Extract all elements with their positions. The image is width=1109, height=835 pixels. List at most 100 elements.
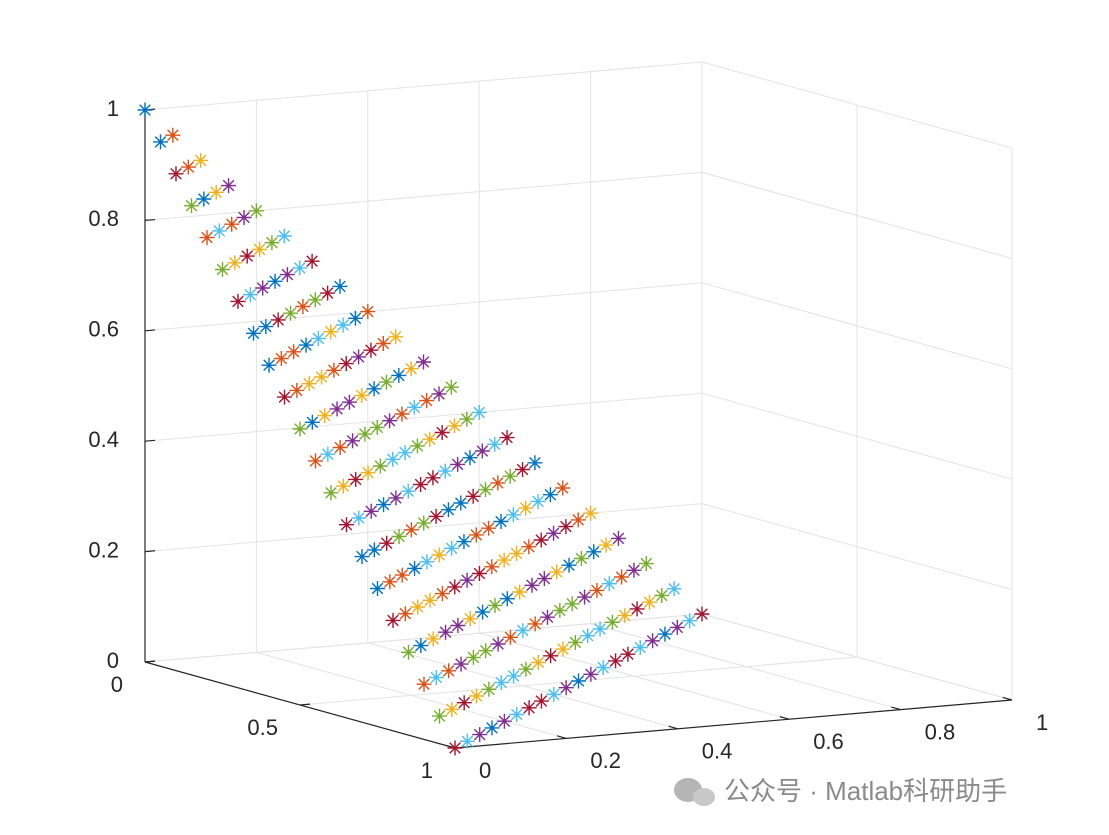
point	[369, 419, 385, 435]
grid-line	[701, 61, 1013, 149]
point	[308, 453, 323, 469]
point	[481, 520, 497, 536]
point	[540, 609, 555, 625]
point	[447, 579, 463, 595]
point	[654, 588, 670, 603]
point	[279, 267, 295, 283]
point	[490, 475, 506, 491]
point	[472, 727, 488, 743]
point	[351, 510, 367, 526]
point	[432, 708, 447, 724]
axes: 0 0.2 0.4 0.6 0.8 1 0 0.5 1 0 0.2 0.4 0.6 0.8 1	[88, 96, 1048, 783]
point	[558, 519, 574, 535]
point	[425, 631, 441, 647]
point	[469, 688, 485, 704]
point	[180, 159, 196, 175]
point	[577, 589, 593, 605]
point	[397, 606, 413, 622]
point	[589, 582, 605, 598]
point	[413, 638, 429, 654]
point	[608, 653, 624, 669]
point	[459, 733, 475, 749]
point	[375, 336, 391, 351]
point	[403, 361, 419, 377]
grid-line	[701, 171, 1013, 259]
point	[641, 594, 657, 610]
point	[583, 666, 599, 682]
grid-line	[144, 282, 703, 332]
point	[558, 680, 574, 696]
grid-line	[701, 392, 1013, 480]
point	[434, 586, 450, 602]
grid-line	[144, 613, 703, 663]
point	[598, 537, 614, 553]
point	[437, 463, 453, 479]
point	[248, 203, 264, 219]
point	[168, 166, 184, 182]
point	[354, 549, 370, 565]
point	[626, 562, 642, 578]
point	[276, 228, 292, 244]
tick-mark	[144, 218, 156, 221]
point	[601, 576, 617, 592]
tick-mark	[299, 703, 311, 706]
y-tick-label: 1	[421, 758, 433, 783]
point	[409, 438, 425, 454]
watermark-icon	[674, 778, 715, 806]
point	[360, 465, 376, 481]
point	[388, 490, 404, 506]
point	[419, 393, 435, 409]
point	[320, 285, 336, 301]
point	[604, 614, 620, 630]
point	[277, 389, 292, 405]
tick-mark	[1002, 696, 1013, 701]
point	[310, 330, 326, 346]
point	[227, 255, 243, 271]
point	[348, 471, 364, 487]
point	[252, 241, 268, 257]
point	[542, 487, 558, 503]
point	[518, 661, 534, 677]
x-tick-label: 0.2	[590, 748, 621, 773]
point	[329, 401, 345, 417]
point	[428, 670, 444, 685]
x-axis	[454, 699, 1013, 749]
point	[153, 134, 168, 150]
point	[441, 663, 457, 679]
point	[530, 493, 546, 509]
z-tick-label: 0	[107, 648, 119, 673]
watermark: 公众号 · Matlab科研助手	[724, 776, 1007, 806]
point	[289, 382, 305, 398]
point	[431, 547, 447, 563]
point	[410, 599, 426, 615]
point	[246, 325, 261, 341]
point	[366, 381, 382, 397]
point	[567, 634, 583, 650]
point	[165, 127, 181, 143]
point	[549, 564, 565, 580]
point	[592, 621, 608, 637]
point	[499, 591, 515, 607]
point	[505, 507, 521, 523]
point	[632, 640, 648, 655]
point	[487, 436, 503, 452]
point	[462, 611, 478, 627]
point	[552, 603, 568, 618]
point	[453, 656, 469, 672]
point	[224, 216, 240, 232]
point	[363, 503, 379, 519]
grid-line	[701, 282, 1013, 370]
point	[614, 569, 630, 585]
point	[391, 367, 407, 383]
point	[610, 530, 626, 546]
point	[332, 278, 348, 294]
tick-mark	[144, 550, 156, 553]
point	[320, 446, 336, 462]
point	[193, 152, 209, 168]
point	[403, 522, 419, 538]
point	[370, 581, 385, 596]
point	[493, 514, 509, 529]
points	[137, 102, 710, 756]
point	[332, 440, 348, 455]
point	[236, 210, 252, 225]
